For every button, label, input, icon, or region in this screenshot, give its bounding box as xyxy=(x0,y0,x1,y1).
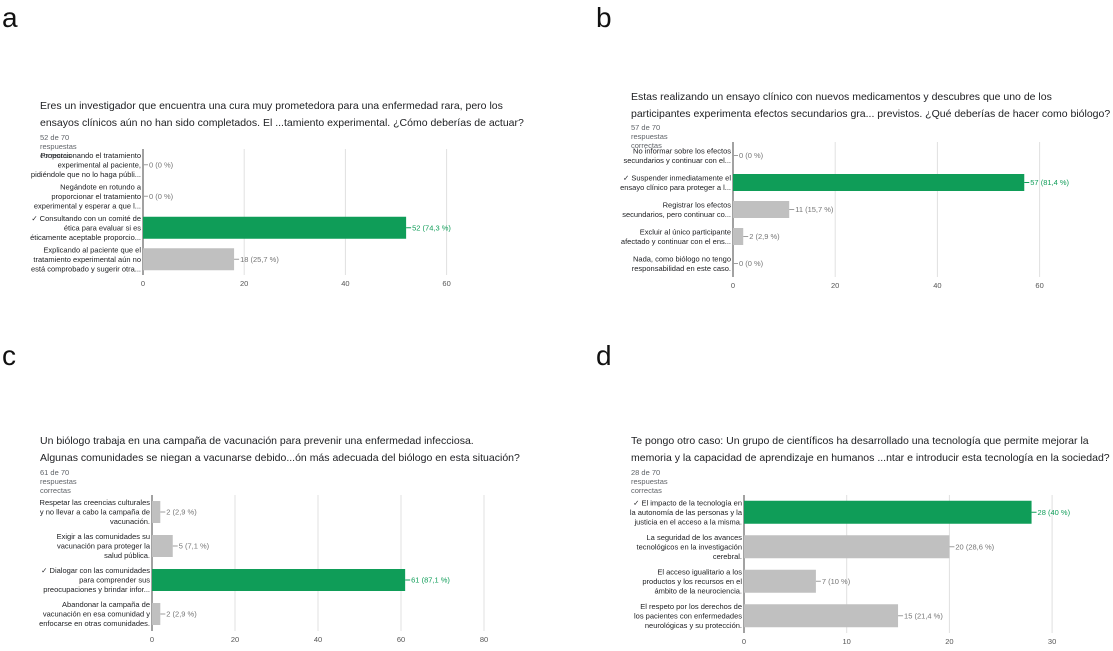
question-line-1: Estas realizando un ensayo clínico con n… xyxy=(631,91,1052,103)
data-label: 20 (28,6 %) xyxy=(955,542,994,551)
bar-chart: 0 20 40 60 0 (0 %) No informar sobre los efec… xyxy=(620,142,1070,290)
data-label: 2 (2,9 %) xyxy=(166,508,197,517)
data-label: 61 (87,1 %) xyxy=(411,576,450,585)
bar xyxy=(152,535,173,557)
question-line-2: participantes experimenta efectos secund… xyxy=(631,108,1111,120)
x-tick-label: 0 xyxy=(731,281,735,290)
category-label: Negándote en rotundo a proporcionar el tr… xyxy=(34,182,142,210)
category-label: Registrar los efectos secundarios, pero c… xyxy=(622,200,731,219)
question-line-2: Algunas comunidades se niegan a vacunars… xyxy=(40,452,520,464)
panel-letter: a xyxy=(2,2,18,33)
category-label: Abandonar la campaña de vacunación en esa… xyxy=(39,600,150,628)
correct-summary: 52 de 70 respuestas correctas xyxy=(40,133,77,160)
category-label: ✓ El impacto de la tecnología en la auton… xyxy=(630,498,743,526)
correct-summary: 57 de 70 respuestas correctas xyxy=(631,123,668,150)
x-tick-label: 20 xyxy=(831,281,839,290)
panel-letter: b xyxy=(596,2,612,33)
data-label: 11 (15,7 %) xyxy=(795,205,834,214)
bar-chart: 0 20 40 60 80 2 (2,9 %) Respetar las creencias… xyxy=(39,495,488,644)
question-line-1: Te pongo otro caso: Un grupo de científi… xyxy=(631,435,1089,447)
question-line-2: memoria y la capacidad de aprendizaje en… xyxy=(631,452,1110,464)
category-label: No informar sobre los efectos secundarios… xyxy=(623,146,731,165)
data-label: 5 (7,1 %) xyxy=(179,542,210,551)
bar-correct xyxy=(744,500,1032,524)
x-tick-label: 0 xyxy=(742,637,746,646)
x-tick-label: 0 xyxy=(150,635,154,644)
bar xyxy=(152,603,161,625)
correct-summary: 61 de 70 respuestas correctas xyxy=(40,468,77,495)
x-tick-label: 20 xyxy=(240,279,248,288)
category-label: ✓ Dialogar con las comunidades para compr… xyxy=(41,566,150,594)
category-label: Exigir a las comunidades su vacunación pa… xyxy=(57,532,151,560)
correct-summary: 28 de 70 respuestas correctas xyxy=(631,468,668,495)
data-label: 7 (10 %) xyxy=(822,577,851,586)
bar xyxy=(744,604,899,628)
x-tick-label: 20 xyxy=(231,635,239,644)
category-label: Excluir al único participante afectado y … xyxy=(621,227,731,246)
category-label: El acceso igualitario a los productos y l… xyxy=(642,567,742,595)
data-label: 15 (21,4 %) xyxy=(904,611,943,620)
panel-letter: d xyxy=(596,340,612,371)
data-label: 0 (0 %) xyxy=(739,259,764,268)
data-label: 2 (2,9 %) xyxy=(749,232,780,241)
bar xyxy=(744,569,816,593)
x-tick-label: 60 xyxy=(442,279,450,288)
category-label: Respetar las creencias culturales y no ll… xyxy=(40,498,151,526)
data-label: 0 (0 %) xyxy=(149,192,174,201)
category-label: ✓ Suspender inmediatamente el ensayo clín… xyxy=(620,173,731,192)
x-tick-label: 20 xyxy=(945,637,953,646)
x-tick-label: 0 xyxy=(141,279,145,288)
bar-correct xyxy=(733,174,1025,191)
data-label: 0 (0 %) xyxy=(739,151,764,160)
bar-correct xyxy=(152,569,406,591)
question-line-1: Un biólogo trabaja en una campaña de vac… xyxy=(40,435,474,447)
data-label: 28 (40 %) xyxy=(1038,508,1071,517)
data-label: 18 (25,7 %) xyxy=(240,255,279,264)
data-label: 57 (81,4 %) xyxy=(1030,178,1069,187)
category-label: Proporcionando el tratamiento experimenta… xyxy=(31,151,141,179)
bar xyxy=(152,501,161,523)
data-label: 52 (74,3 %) xyxy=(412,223,451,232)
bar xyxy=(733,228,744,245)
data-label: 0 (0 %) xyxy=(149,160,174,169)
category-label: ✓ Consultando con un comité de ética para… xyxy=(30,214,141,242)
x-tick-label: 10 xyxy=(843,637,851,646)
question-line-1: Eres un investigador que encuentra una c… xyxy=(40,100,503,112)
x-tick-label: 30 xyxy=(1048,637,1056,646)
bar xyxy=(744,535,950,559)
x-tick-label: 80 xyxy=(480,635,488,644)
data-label: 2 (2,9 %) xyxy=(166,610,197,619)
x-tick-label: 40 xyxy=(341,279,349,288)
bar-correct xyxy=(143,216,407,239)
bar-chart: 0 20 40 60 0 (0 %) Proporcionando el tratamie… xyxy=(30,149,451,288)
panel-letter: c xyxy=(2,340,16,371)
category-label: Nada, como biólogo no tengo responsabilid… xyxy=(632,254,731,273)
x-tick-label: 40 xyxy=(314,635,322,644)
x-tick-label: 60 xyxy=(1035,281,1043,290)
x-tick-label: 40 xyxy=(933,281,941,290)
question-line-2: ensayos clínicos aún no han sido complet… xyxy=(40,117,524,129)
x-tick-label: 60 xyxy=(397,635,405,644)
bar-chart: 0 10 20 30 28 (40 %) ✓ El impacto de la tecno… xyxy=(630,495,1071,646)
bar xyxy=(733,201,790,218)
category-label: La seguridad de los avances tecnológicos … xyxy=(637,533,743,561)
bar xyxy=(143,248,235,271)
category-label: Explicando al paciente que el tratamiento… xyxy=(31,245,141,273)
category-label: El respeto por los derechos de los pacien… xyxy=(634,602,742,630)
